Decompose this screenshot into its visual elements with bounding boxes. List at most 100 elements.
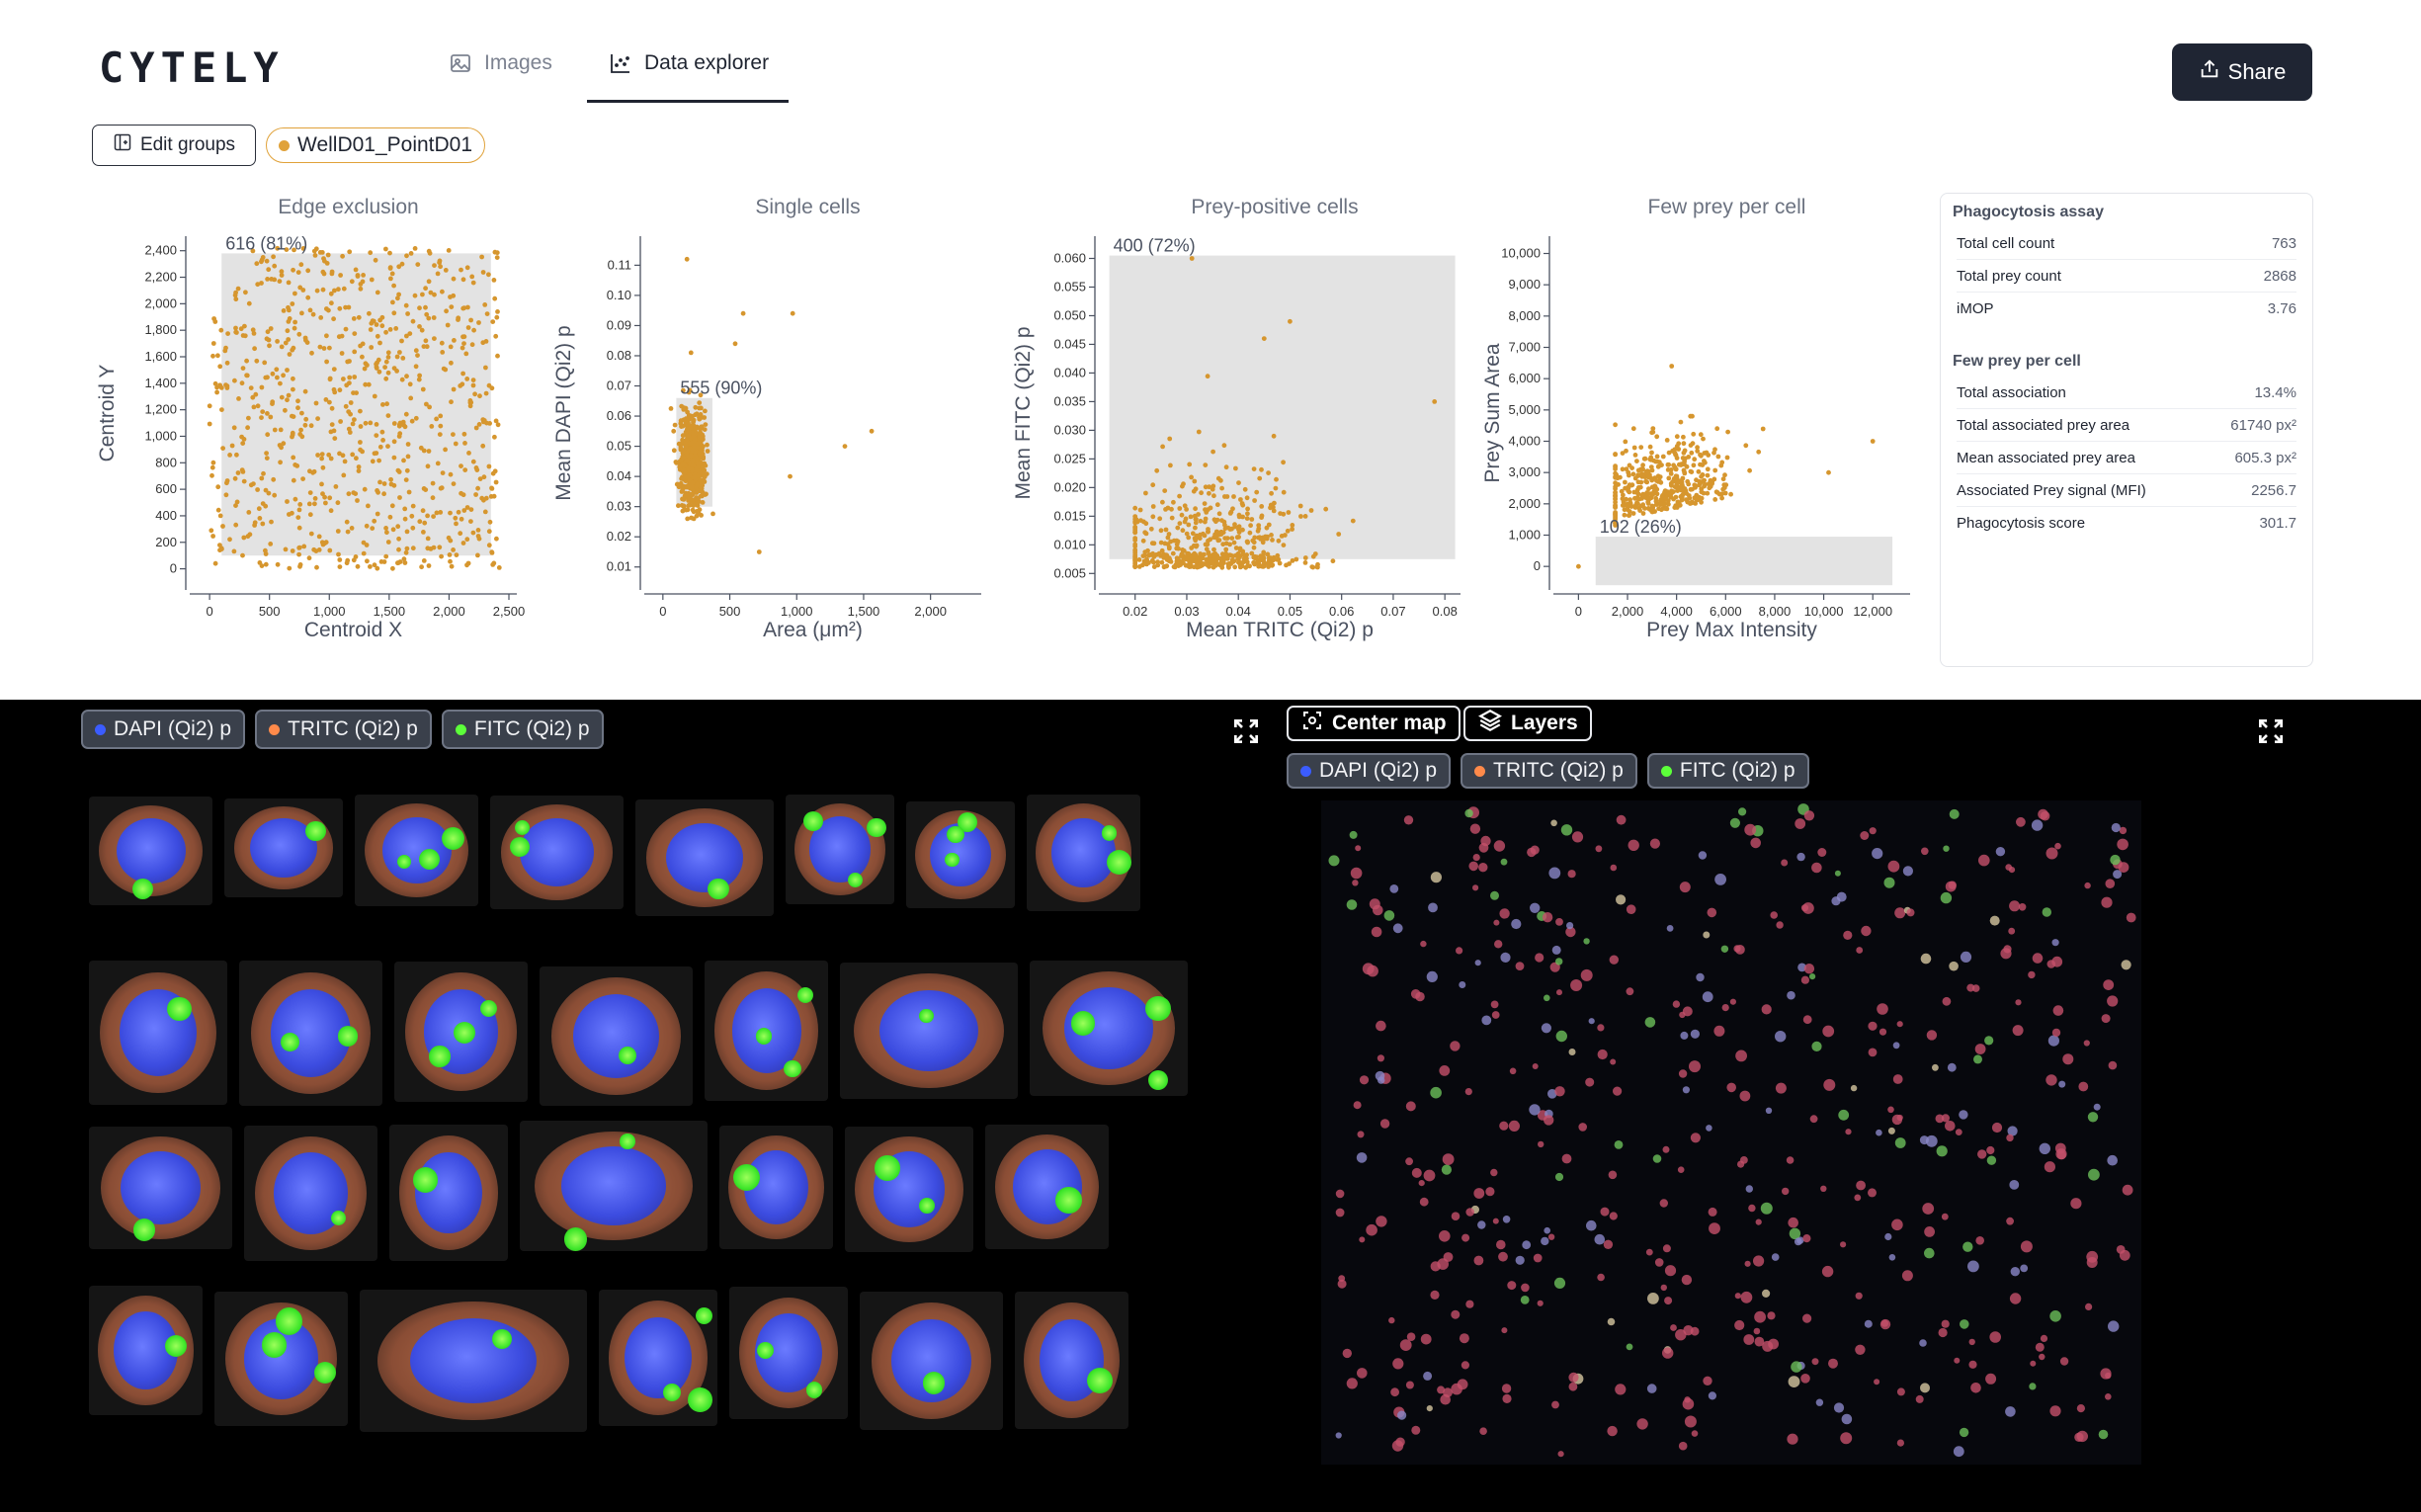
map-cell (1565, 926, 1576, 938)
cell-thumbnail[interactable] (360, 1290, 587, 1432)
channel-chip-dapi[interactable]: DAPI (Qi2) p (81, 710, 246, 749)
map-cell (1500, 858, 1508, 866)
data-point (374, 422, 379, 427)
data-point (842, 444, 848, 449)
cell-thumbnail[interactable] (239, 961, 382, 1106)
cell-thumbnail[interactable] (985, 1125, 1109, 1249)
prey-particle (514, 819, 531, 835)
cell-thumbnail[interactable] (490, 796, 624, 909)
map-cell (1691, 1430, 1699, 1437)
edit-groups-button[interactable]: Edit groups (92, 125, 256, 166)
map-cell (1551, 1400, 1559, 1409)
data-point (1184, 507, 1189, 512)
data-point (1224, 494, 1230, 499)
data-point (217, 513, 223, 519)
tab-images[interactable]: Images (449, 38, 585, 103)
cell-thumbnail[interactable] (224, 798, 343, 897)
data-point (1654, 454, 1660, 460)
gallery-fullscreen-icon[interactable] (1230, 715, 1262, 752)
cell-thumbnail[interactable] (89, 1127, 232, 1249)
data-point (259, 415, 264, 420)
prey-particle (131, 878, 153, 899)
map-cell (1465, 1208, 1474, 1217)
map-cell (1896, 1387, 1905, 1396)
y-tick-label: 10,000 (1501, 246, 1541, 261)
cell-thumbnail[interactable] (540, 966, 693, 1106)
data-point (1704, 450, 1710, 456)
cell-thumbnail[interactable] (355, 795, 478, 906)
map-cell (1698, 851, 1708, 860)
share-button[interactable]: Share (2172, 43, 2312, 101)
data-point (264, 336, 270, 342)
channel-chip-fitc[interactable]: FITC (Qi2) p (441, 710, 604, 749)
data-point (470, 530, 476, 536)
data-point (1640, 511, 1646, 516)
map-cell (1845, 1129, 1852, 1135)
map-cell (2119, 826, 2128, 835)
data-point (297, 432, 303, 437)
cell-thumbnail[interactable] (214, 1292, 348, 1426)
cell-thumbnail[interactable] (729, 1287, 848, 1419)
slide-map[interactable] (1321, 800, 2141, 1465)
channel-chip-fitc[interactable]: FITC (Qi2) p (1646, 753, 1809, 789)
map-cell (1654, 1258, 1664, 1267)
app-logo: CYTELY (99, 43, 285, 92)
cell-thumbnail[interactable] (840, 963, 1018, 1099)
map-fullscreen-icon[interactable] (2255, 715, 2287, 752)
map-cell (2016, 816, 2026, 827)
channel-chip-tritc[interactable]: TRITC (Qi2) p (255, 710, 432, 749)
map-cell (1568, 1049, 1576, 1055)
tab-data-explorer[interactable]: Data explorer (587, 38, 789, 103)
map-cell (1544, 1115, 1554, 1126)
data-point (1232, 524, 1238, 530)
cell-thumbnail[interactable] (389, 1125, 508, 1261)
group-chip[interactable]: WellD01_PointD01 (266, 127, 486, 163)
cell-thumbnail[interactable] (906, 801, 1015, 908)
cell-thumbnail[interactable] (786, 795, 894, 904)
data-point (1207, 564, 1211, 569)
y-tick-label: 2,400 (144, 243, 177, 258)
cell-thumbnail[interactable] (860, 1292, 1003, 1430)
cell-thumbnail[interactable] (520, 1121, 708, 1251)
data-point (459, 381, 465, 387)
cell-thumbnail[interactable] (89, 797, 212, 905)
data-point (352, 349, 358, 355)
cell-thumbnail[interactable] (89, 1286, 203, 1415)
cell-thumbnail[interactable] (244, 1126, 377, 1261)
map-cell (1975, 1236, 1984, 1245)
data-point (698, 493, 704, 499)
cell-thumbnail[interactable] (89, 961, 227, 1105)
layers-button[interactable]: Layers (1463, 706, 1592, 741)
center-map-button[interactable]: Center map (1287, 706, 1461, 741)
cell-thumbnail[interactable] (1030, 961, 1188, 1096)
data-point (209, 472, 214, 478)
map-cell (1877, 1003, 1888, 1015)
data-point (427, 250, 433, 256)
gate-label: 102 (26%) (1600, 517, 1682, 537)
cell-thumbnail[interactable] (599, 1290, 717, 1426)
map-cell (1740, 1156, 1748, 1164)
cell-thumbnail[interactable] (719, 1126, 833, 1249)
data-point (291, 376, 295, 381)
data-point (1233, 465, 1238, 471)
map-cell (1411, 1425, 1421, 1435)
map-cell (2051, 1028, 2061, 1038)
cell-thumbnail[interactable] (1027, 795, 1140, 911)
cell-thumbnail[interactable] (394, 962, 528, 1102)
cell-thumbnail[interactable] (1015, 1292, 1128, 1429)
data-point (483, 495, 489, 501)
cell-thumbnail[interactable] (705, 961, 828, 1101)
cell-thumbnail[interactable] (845, 1127, 973, 1252)
map-cell (1376, 1020, 1386, 1032)
y-tick-label: 9,000 (1508, 277, 1541, 292)
data-point (336, 287, 341, 293)
map-cell (1995, 847, 2006, 857)
map-cell (1811, 1358, 1819, 1366)
cell-gallery[interactable] (89, 785, 1225, 1496)
data-point (297, 562, 303, 567)
cell-thumbnail[interactable] (635, 799, 774, 916)
channel-chip-tritc[interactable]: TRITC (Qi2) p (1461, 753, 1637, 789)
data-point (301, 544, 307, 549)
channel-chip-dapi[interactable]: DAPI (Qi2) p (1287, 753, 1452, 789)
